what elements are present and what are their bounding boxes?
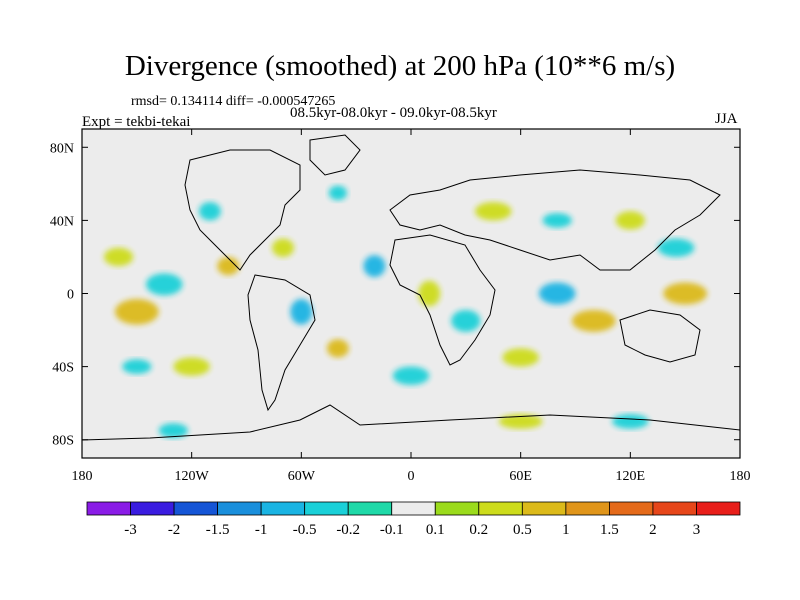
- anomaly-blob-3: [217, 256, 240, 276]
- anomaly-blob-5: [198, 202, 221, 221]
- anomaly-blob-12: [474, 202, 512, 221]
- anomaly-blob-8: [326, 339, 349, 358]
- coast-north-america: [184, 149, 301, 271]
- colorbar: -3 -2 -1.5 -1 -0.5 -0.2 -0.1 0.1 0.2 0.5 1 1.5 2 3: [86, 501, 741, 538]
- anomaly-blob-18: [615, 211, 645, 230]
- x-tick-label-5: 120E: [616, 469, 646, 484]
- coast-antarctica: [82, 404, 740, 441]
- y-tick-label-0: 80N: [50, 141, 74, 156]
- colorbar-label-10: 1: [562, 522, 570, 538]
- colorbar-box-12: [609, 501, 654, 516]
- coast-south-america: [247, 274, 316, 412]
- colorbar-box-3: [217, 501, 262, 516]
- x-tick-label-2: 60W: [288, 469, 316, 484]
- colorbar-box-4: [260, 501, 306, 516]
- experiment-label: Expt = tekbi-tekai: [82, 114, 191, 130]
- y-tick-label-2: 0: [67, 288, 74, 303]
- season-label: JJA: [715, 111, 738, 127]
- colorbar-label-1: -2: [168, 522, 181, 538]
- x-tick-label-1: 120W: [175, 469, 210, 484]
- colorbar-box-6: [347, 501, 393, 516]
- anomaly-blob-24: [498, 414, 543, 429]
- anomaly-blob-17: [657, 238, 695, 257]
- colorbar-label-11: 1.5: [600, 522, 619, 538]
- anomaly-blob-1: [145, 273, 183, 296]
- anomaly-blob-10: [418, 280, 441, 307]
- map-background: [82, 129, 740, 458]
- colorbar-box-11: [565, 501, 610, 516]
- coast-australia: [619, 309, 701, 363]
- anomaly-blob-14: [538, 282, 576, 305]
- y-tick-label-4: 80S: [52, 434, 74, 449]
- anomaly-blob-11: [451, 309, 481, 332]
- anomaly-blob-4: [272, 238, 295, 257]
- anomaly-blob-6: [328, 185, 348, 201]
- colorbar-label-9: 0.5: [513, 522, 532, 538]
- anomaly-blob-0: [114, 298, 159, 325]
- anomaly-blob-2: [103, 247, 134, 267]
- colorbar-box-1: [130, 501, 175, 516]
- anomaly-blob-20: [122, 359, 152, 374]
- colorbar-label-6: -0.1: [380, 522, 404, 538]
- anomaly-blob-25: [612, 414, 649, 429]
- period-label: 08.5kyr-08.0kyr - 09.0kyr-08.5kyr: [290, 105, 497, 121]
- anomaly-blob-21: [392, 366, 430, 385]
- anomaly-blob-15: [571, 309, 616, 332]
- coast-africa: [389, 234, 496, 366]
- colorbar-box-7: [391, 501, 436, 516]
- coastlines: [82, 134, 740, 441]
- colorbar-label-0: -3: [124, 522, 137, 538]
- anomaly-blob-19: [173, 357, 210, 376]
- axis-ticks: 180 120W 60W 0 60E 120E 180 80N 40N 0 40S 80S: [50, 129, 751, 484]
- colorbar-box-10: [521, 501, 567, 516]
- colorbar-box-2: [173, 501, 218, 516]
- y-tick-label-3: 40S: [52, 361, 74, 376]
- anomaly-blob-16: [663, 282, 708, 305]
- colorbar-box-9: [478, 501, 523, 516]
- anomaly-blob-22: [502, 348, 539, 367]
- colorbar-label-4: -0.5: [293, 522, 317, 538]
- colorbar-label-3: -1: [255, 522, 268, 538]
- colorbar-box-13: [652, 501, 697, 516]
- colorbar-label-13: 3: [693, 522, 701, 538]
- colorbar-box-14: [696, 501, 741, 516]
- colorbar-label-7: 0.1: [426, 522, 445, 538]
- anomaly-blob-13: [542, 213, 572, 228]
- x-tick-label-4: 60E: [509, 469, 532, 484]
- x-tick-label-0: 180: [72, 469, 93, 484]
- colorbar-label-2: -1.5: [206, 522, 230, 538]
- chart-title: Divergence (smoothed) at 200 hPa (10**6 …: [124, 50, 676, 82]
- y-tick-label-1: 40N: [50, 214, 74, 229]
- x-tick-label-6: 180: [730, 469, 751, 484]
- anomaly-field: [103, 185, 708, 438]
- colorbar-box-5: [304, 501, 349, 516]
- stats-line: rmsd= 0.134114 diff= -0.000547265: [131, 94, 336, 109]
- anomaly-blob-9: [363, 255, 386, 278]
- colorbar-label-12: 2: [649, 522, 657, 538]
- coast-europe-asia: [389, 169, 721, 271]
- anomaly-blob-7: [290, 298, 313, 325]
- colorbar-box-0: [86, 501, 131, 516]
- colorbar-label-8: 0.2: [469, 522, 488, 538]
- anomaly-blob-23: [158, 423, 189, 438]
- x-tick-label-3: 0: [408, 469, 415, 484]
- colorbar-label-5: -0.2: [336, 522, 360, 538]
- colorbar-box-8: [434, 501, 480, 516]
- coast-greenland: [309, 134, 361, 176]
